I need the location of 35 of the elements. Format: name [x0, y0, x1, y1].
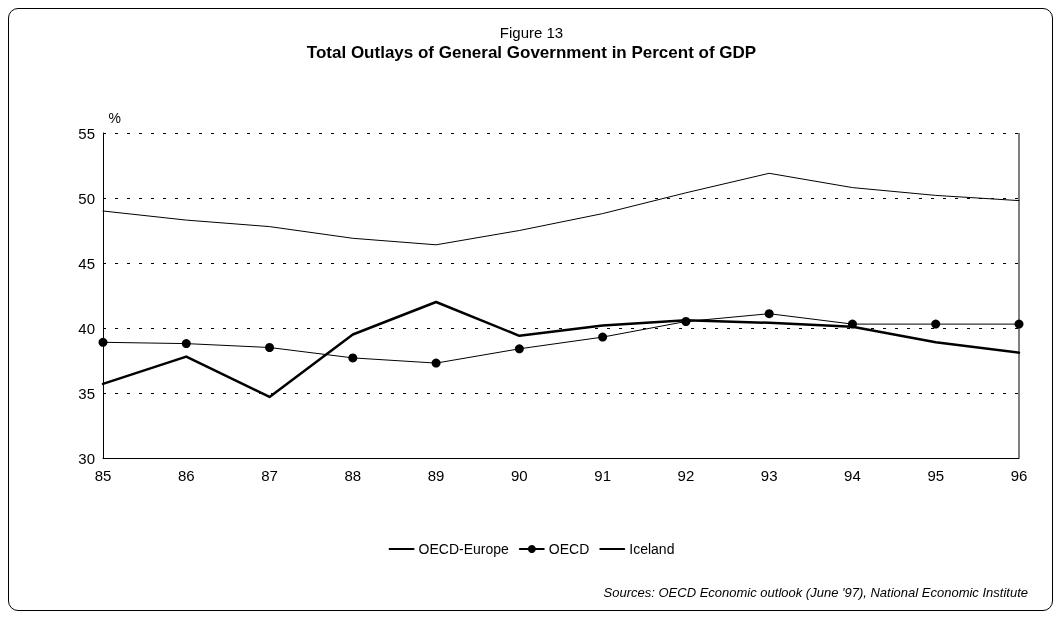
- y-tick-label: 50: [78, 189, 95, 207]
- x-tick-label: 86: [177, 467, 195, 484]
- x-tick-label: 88: [344, 467, 362, 484]
- point: [98, 337, 108, 347]
- point: [514, 344, 524, 354]
- y-tick-label: 45: [78, 254, 95, 272]
- point: [431, 358, 441, 368]
- x-tick-label: 96: [1010, 467, 1028, 484]
- x-tick-label: 94: [844, 467, 861, 484]
- y-axis-title: %: [108, 110, 121, 126]
- point: [181, 339, 191, 349]
- x-tick-label: 93: [760, 467, 778, 484]
- legend-label: Iceland: [629, 541, 675, 557]
- x-tick-label: 91: [594, 467, 611, 484]
- legend-label: OECD-Europe: [418, 541, 510, 557]
- point: [348, 353, 358, 363]
- point: [764, 309, 774, 319]
- y-tick-label: 30: [78, 449, 95, 467]
- point: [598, 332, 608, 342]
- x-tick-label: 95: [927, 467, 945, 484]
- y-tick-label: 55: [78, 124, 95, 142]
- x-tick-label: 92: [677, 467, 695, 484]
- y-tick-label: 35: [78, 384, 95, 402]
- point: [1014, 319, 1024, 329]
- x-tick-label: 87: [261, 467, 278, 484]
- point: [931, 319, 941, 329]
- x-tick-label: 90: [511, 467, 528, 484]
- x-tick-label: 85: [94, 467, 112, 484]
- legend-label: OECD: [548, 541, 590, 557]
- x-tick-label: 89: [427, 467, 445, 484]
- source-note: Sources: OECD Economic outlook (June '97), National Economic Institute: [603, 585, 1029, 600]
- chart-title: Figure 13: [499, 24, 564, 41]
- point: [265, 343, 275, 352]
- y-tick-label: 40: [78, 319, 95, 337]
- chart-subtitle: Total Outlays of General Government in Percent of GDP: [306, 43, 757, 62]
